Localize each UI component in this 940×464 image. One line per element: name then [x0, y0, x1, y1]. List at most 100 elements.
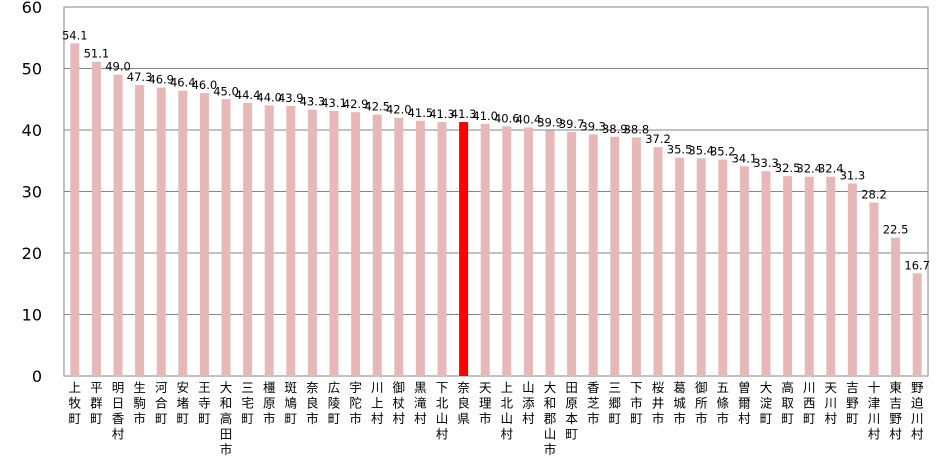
data-label: 54.1 — [62, 28, 88, 42]
x-tick-label: 香芝市 — [587, 380, 600, 426]
data-label: 39.3 — [580, 119, 606, 133]
bar — [912, 273, 922, 376]
x-tick-label: 天理市 — [479, 380, 492, 426]
x-tick-label: 河合町 — [155, 380, 168, 426]
bar — [199, 93, 209, 376]
bar — [847, 183, 857, 376]
data-label: 47.3 — [127, 70, 153, 84]
x-tick-label: 三郷町 — [609, 380, 622, 426]
data-label: 51.1 — [84, 47, 110, 61]
data-label: 44.0 — [256, 90, 282, 104]
bar — [113, 74, 123, 377]
data-label: 28.2 — [861, 188, 887, 202]
x-tick-label: 黒滝村 — [414, 380, 427, 426]
bar — [869, 202, 879, 376]
data-label: 41.5 — [408, 106, 434, 120]
bar — [545, 130, 555, 376]
bar — [243, 102, 253, 376]
y-tick-label: 60 — [22, 0, 42, 17]
data-label: 38.9 — [602, 122, 628, 136]
data-label: 41.0 — [472, 109, 498, 123]
data-label: 44.4 — [235, 88, 261, 102]
x-tick-label: 三宅町 — [241, 380, 254, 426]
data-label: 35.2 — [710, 145, 736, 159]
data-label: 46.0 — [192, 78, 218, 92]
bar — [804, 176, 814, 376]
bar — [415, 120, 425, 376]
data-label: 49.0 — [105, 60, 131, 74]
x-tick-label: 広陵町 — [328, 380, 341, 426]
x-tick-label: 桜井市 — [652, 380, 665, 426]
x-tick-label: 川西町 — [803, 380, 816, 426]
bar — [156, 87, 166, 376]
data-label: 37.2 — [645, 132, 671, 146]
y-tick-label: 30 — [22, 183, 42, 202]
y-tick-label: 40 — [22, 121, 42, 140]
x-tick-label: 大和高田市 — [220, 380, 233, 457]
bar — [221, 99, 231, 376]
bar — [610, 136, 620, 376]
bar — [567, 131, 577, 376]
bar — [264, 105, 274, 377]
bar — [588, 134, 598, 376]
bar — [329, 110, 339, 376]
bar — [718, 159, 728, 376]
data-label: 33.3 — [753, 156, 779, 170]
data-label: 40.4 — [516, 113, 542, 127]
bar — [480, 123, 490, 376]
x-tick-label: 曽爾村 — [738, 380, 751, 426]
bar — [675, 157, 685, 376]
y-tick-label: 50 — [22, 60, 42, 79]
x-tick-label: 生駒市 — [133, 380, 146, 426]
x-tick-label: 東吉野村 — [889, 380, 902, 442]
data-label: 31.3 — [840, 169, 866, 183]
bar — [783, 176, 793, 377]
x-tick-label: 安堵町 — [177, 380, 190, 426]
bar — [891, 237, 901, 377]
data-label: 22.5 — [883, 223, 909, 237]
data-label: 41.3 — [451, 107, 477, 121]
data-label: 45.0 — [213, 84, 239, 98]
data-label: 42.9 — [343, 97, 369, 111]
x-tick-label: 山添村 — [522, 380, 535, 426]
data-label: 46.4 — [170, 76, 196, 90]
bar — [91, 61, 101, 377]
x-tick-label: 田原本町 — [565, 380, 578, 442]
x-tick-label: 天川村 — [825, 380, 838, 426]
x-tick-label: 五條市 — [717, 380, 730, 426]
bar — [826, 176, 836, 376]
data-label: 32.5 — [775, 161, 801, 175]
data-label: 32.4 — [796, 162, 822, 176]
data-label: 43.1 — [321, 96, 347, 110]
data-label: 35.4 — [688, 143, 714, 157]
bar — [70, 43, 80, 376]
x-tick-label: 大淀町 — [760, 380, 773, 426]
x-tick-label: 奈良県 — [457, 380, 470, 426]
y-tick-label: 20 — [22, 244, 42, 263]
bar — [523, 127, 533, 376]
bar — [653, 147, 663, 376]
x-tick-label: 十津川村 — [868, 380, 881, 442]
x-tick-label: 宇陀市 — [349, 380, 362, 426]
bar — [135, 85, 145, 377]
bar — [351, 112, 361, 377]
data-label: 38.8 — [624, 122, 650, 136]
x-tick-label: 御所市 — [695, 380, 708, 426]
data-label: 41.3 — [429, 107, 455, 121]
data-label: 39.9 — [537, 116, 563, 130]
x-tick-label: 明日香村 — [112, 380, 125, 442]
bar — [696, 158, 706, 376]
x-tick-label: 上牧町 — [69, 380, 82, 426]
x-tick-label: 斑鳩町 — [285, 380, 298, 426]
data-label: 34.1 — [732, 151, 758, 165]
data-label: 39.7 — [559, 117, 585, 131]
bar-highlight — [459, 122, 469, 376]
bar — [739, 166, 749, 376]
x-tick-label: 奈良市 — [306, 380, 319, 426]
y-tick-label: 0 — [32, 367, 42, 386]
x-tick-label: 下市町 — [630, 380, 643, 426]
x-tick-label: 葛城市 — [673, 380, 686, 426]
x-tick-label: 大和郡山市 — [544, 380, 557, 457]
x-tick-label: 王寺町 — [198, 380, 211, 426]
